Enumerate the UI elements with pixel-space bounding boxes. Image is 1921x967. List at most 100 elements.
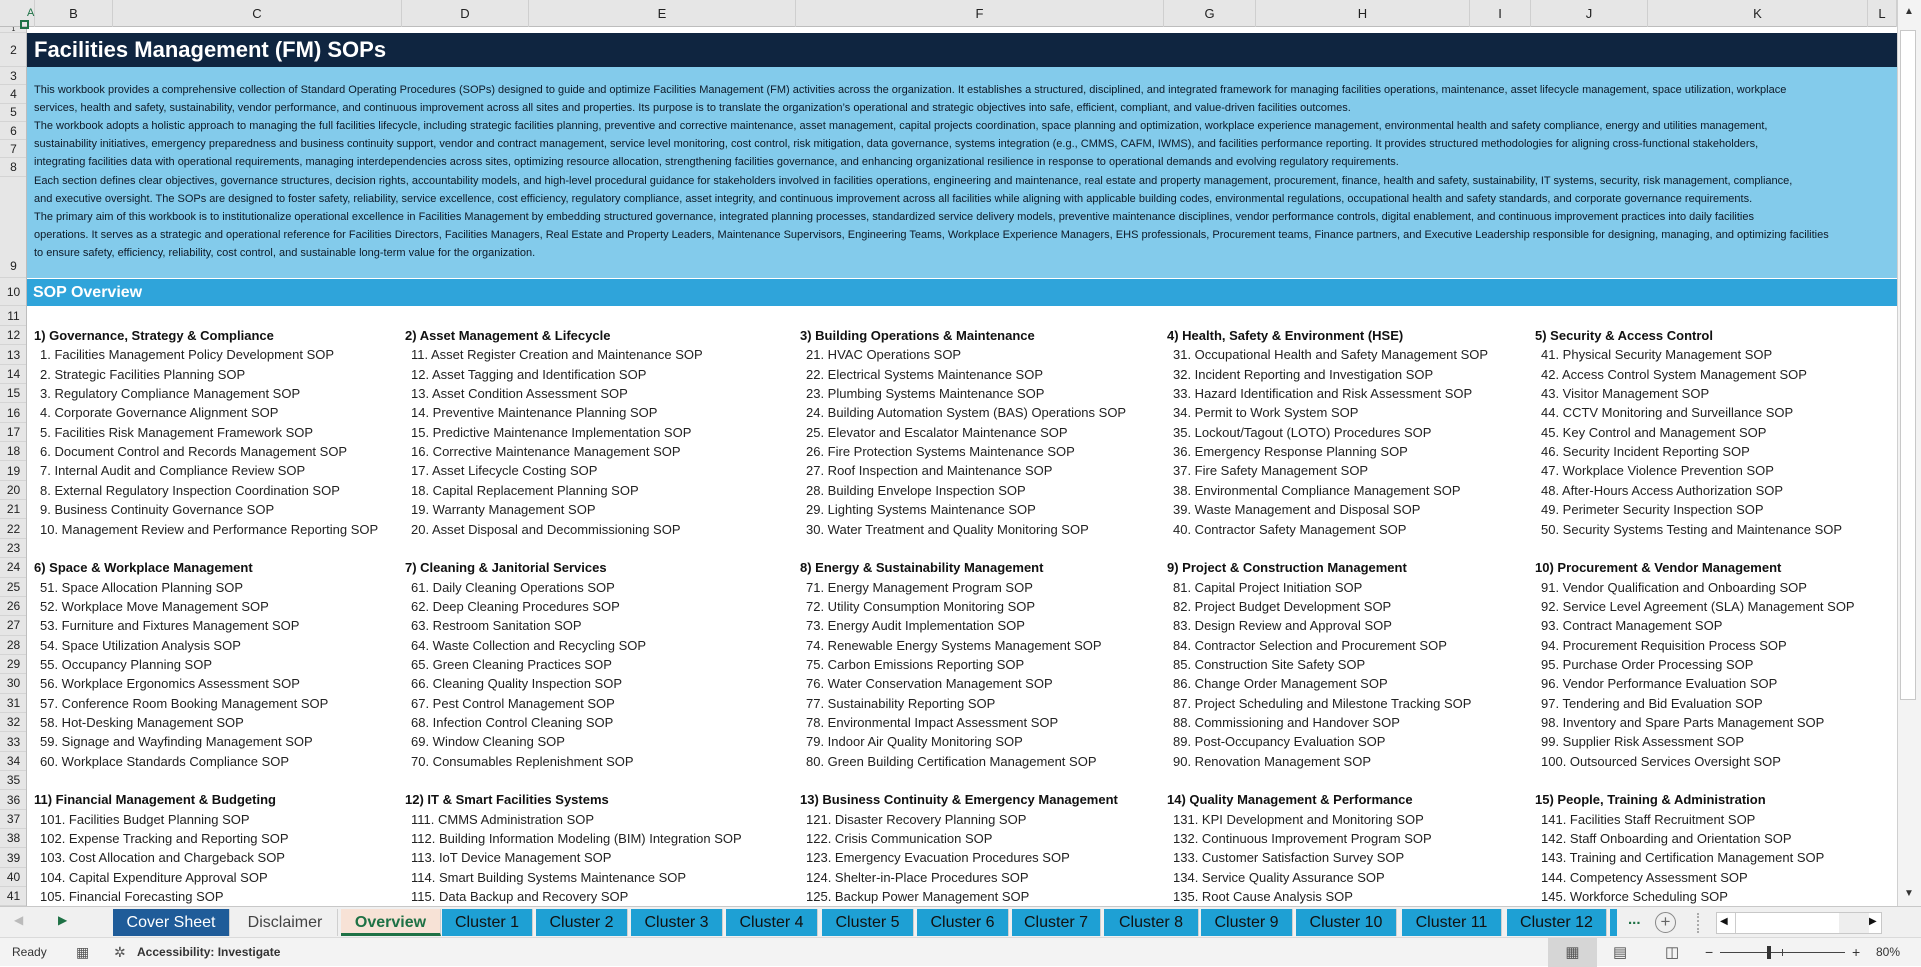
sop-list-item[interactable]: 78. Environmental Impact Assessment SOP bbox=[806, 715, 1059, 730]
sop-list-item[interactable]: 59. Signage and Wayfinding Management SO… bbox=[40, 734, 313, 750]
sop-list-item[interactable]: 77. Sustainability Reporting SOP bbox=[806, 695, 996, 711]
sop-list-item[interactable]: 102. Expense Tracking and Reporting SOP bbox=[40, 831, 289, 847]
row-header-13[interactable]: 13 bbox=[0, 345, 26, 365]
zoom-slider[interactable] bbox=[1720, 946, 1845, 959]
sop-list-item[interactable]: 21. HVAC Operations SOP bbox=[806, 347, 962, 363]
normal-view-icon[interactable]: ▦ bbox=[1548, 938, 1597, 967]
sop-list-item[interactable]: 91. Vendor Qualification and Onboarding … bbox=[1541, 579, 1807, 595]
sop-list-item[interactable]: 87. Project Scheduling and Milestone Tra… bbox=[1173, 695, 1472, 711]
sheet-tab-cluster-3[interactable]: Cluster 3 bbox=[631, 909, 723, 936]
sop-list-item[interactable]: 67. Pest Control Management SOP bbox=[411, 695, 615, 711]
sop-list-item[interactable]: 41. Physical Security Management SOP bbox=[1541, 347, 1773, 363]
row-header-39[interactable]: 39 bbox=[0, 848, 26, 868]
prev-sheet-icon[interactable]: ◀ bbox=[14, 913, 24, 927]
sop-list-item[interactable]: 23. Plumbing Systems Maintenance SOP bbox=[806, 386, 1045, 402]
sop-list-item[interactable]: 121. Disaster Recovery Planning SOP bbox=[806, 811, 1027, 827]
sheet-tab-overview[interactable]: Overview bbox=[341, 909, 441, 936]
sop-list-item[interactable]: 93. Contract Management SOP bbox=[1541, 618, 1723, 634]
column-header-g[interactable]: G bbox=[1164, 0, 1256, 27]
row-header-27[interactable]: 27 bbox=[0, 616, 26, 636]
sop-list-item[interactable]: 36. Emergency Response Planning SOP bbox=[1173, 444, 1408, 460]
sop-list-item[interactable]: 134. Service Quality Assurance SOP bbox=[1173, 869, 1385, 885]
sop-list-item[interactable]: 39. Waste Management and Disposal SOP bbox=[1173, 502, 1421, 518]
sop-list-item[interactable]: 12. Asset Tagging and Identification SOP bbox=[411, 366, 647, 382]
sop-list-item[interactable]: 6. Document Control and Records Manageme… bbox=[40, 444, 348, 460]
sop-list-item[interactable]: 26. Fire Protection Systems Maintenance … bbox=[806, 444, 1075, 460]
sop-list-item[interactable]: 61. Daily Cleaning Operations SOP bbox=[411, 579, 615, 595]
row-header-10[interactable]: 10 bbox=[0, 278, 26, 306]
row-header-31[interactable]: 31 bbox=[0, 694, 26, 713]
accessibility-status[interactable]: Accessibility: Investigate bbox=[137, 945, 281, 959]
sop-list-item[interactable]: 89. Post-Occupancy Evaluation SOP bbox=[1173, 734, 1386, 750]
sop-list-item[interactable]: 19. Warranty Management SOP bbox=[411, 502, 596, 518]
sop-list-item[interactable]: 132. Continuous Improvement Program SOP bbox=[1173, 831, 1432, 847]
zoom-in-button[interactable]: + bbox=[1852, 944, 1861, 960]
sop-list-item[interactable]: 27. Roof Inspection and Maintenance SOP bbox=[806, 463, 1053, 479]
sop-list-item[interactable]: 92. Service Level Agreement (SLA) Manage… bbox=[1541, 598, 1855, 614]
sop-list-item[interactable]: 125. Backup Power Management SOP bbox=[806, 889, 1030, 905]
sop-list-item[interactable]: 65. Green Cleaning Practices SOP bbox=[411, 656, 612, 672]
more-tabs-button[interactable]: ... bbox=[1628, 911, 1641, 928]
row-header-1[interactable]: 1 bbox=[0, 27, 26, 33]
sop-list-item[interactable]: 42. Access Control System Management SOP bbox=[1541, 366, 1807, 382]
sop-list-item[interactable]: 47. Workplace Violence Prevention SOP bbox=[1541, 463, 1774, 479]
sop-list-item[interactable]: 20. Asset Disposal and Decommissioning S… bbox=[411, 521, 681, 537]
sop-list-item[interactable]: 51. Space Allocation Planning SOP bbox=[40, 579, 244, 595]
row-header-28[interactable]: 28 bbox=[0, 636, 26, 655]
sop-list-item[interactable]: 13. Asset Condition Assessment SOP bbox=[411, 386, 628, 402]
sop-list-item[interactable]: 10. Management Review and Performance Re… bbox=[40, 521, 379, 537]
sop-list-item[interactable]: 60. Workplace Standards Compliance SOP bbox=[40, 753, 290, 769]
sop-list-item[interactable]: 32. Incident Reporting and Investigation… bbox=[1173, 366, 1434, 382]
sheet-tab-cluster-8[interactable]: Cluster 8 bbox=[1104, 909, 1199, 936]
sop-list-item[interactable]: 112. Building Information Modeling (BIM)… bbox=[411, 831, 742, 847]
sop-list-item[interactable]: 17. Asset Lifecycle Costing SOP bbox=[411, 463, 598, 479]
column-header-h[interactable]: H bbox=[1256, 0, 1470, 27]
page-layout-view-icon[interactable]: ▤ bbox=[1613, 944, 1628, 961]
sheet-tab-cover-sheet[interactable]: Cover Sheet bbox=[113, 909, 230, 936]
sop-list-item[interactable]: 99. Supplier Risk Assessment SOP bbox=[1541, 734, 1745, 750]
sop-list-item[interactable]: 113. IoT Device Management SOP bbox=[411, 850, 612, 866]
row-header-38[interactable]: 38 bbox=[0, 829, 26, 849]
sop-list-item[interactable]: 5. Facilities Risk Management Framework … bbox=[40, 424, 314, 440]
sop-list-item[interactable]: 115. Data Backup and Recovery SOP bbox=[411, 889, 629, 905]
sheet-tab-cluster-2[interactable]: Cluster 2 bbox=[536, 909, 628, 936]
sop-list-item[interactable]: 83. Design Review and Approval SOP bbox=[1173, 618, 1392, 634]
scroll-down-icon[interactable]: ▼ bbox=[1904, 888, 1914, 899]
sop-list-item[interactable]: 82. Project Budget Development SOP bbox=[1173, 598, 1392, 614]
sop-list-item[interactable]: 141. Facilities Staff Recruitment SOP bbox=[1541, 811, 1756, 827]
sop-list-item[interactable]: 48. After-Hours Access Authorization SOP bbox=[1541, 482, 1784, 498]
sop-list-item[interactable]: 43. Visitor Management SOP bbox=[1541, 386, 1710, 402]
column-header-e[interactable]: E bbox=[529, 0, 796, 27]
sheet-tab-cluster-11[interactable]: Cluster 11 bbox=[1402, 909, 1502, 936]
sop-list-item[interactable]: 97. Tendering and Bid Evaluation SOP bbox=[1541, 695, 1763, 711]
sop-list-item[interactable]: 30. Water Treatment and Quality Monitori… bbox=[806, 521, 1089, 537]
row-header-33[interactable]: 33 bbox=[0, 732, 26, 752]
sop-list-item[interactable]: 62. Deep Cleaning Procedures SOP bbox=[411, 598, 620, 614]
row-header-35[interactable]: 35 bbox=[0, 771, 26, 791]
sop-list-item[interactable]: 70. Consumables Replenishment SOP bbox=[411, 753, 634, 769]
sop-list-item[interactable]: 14. Preventive Maintenance Planning SOP bbox=[411, 405, 658, 421]
column-header-c[interactable]: C bbox=[113, 0, 402, 27]
sop-list-item[interactable]: 80. Green Building Certification Managem… bbox=[806, 753, 1097, 769]
row-header-30[interactable]: 30 bbox=[0, 674, 26, 694]
sop-list-item[interactable]: 96. Vendor Performance Evaluation SOP bbox=[1541, 676, 1778, 692]
sop-list-item[interactable]: 71. Energy Management Program SOP bbox=[806, 579, 1033, 595]
sop-list-item[interactable]: 73. Energy Audit Implementation SOP bbox=[806, 618, 1025, 634]
sop-list-item[interactable]: 16. Corrective Maintenance Management SO… bbox=[411, 444, 681, 460]
row-header-17[interactable]: 17 bbox=[0, 423, 26, 443]
sop-list-item[interactable]: 57. Conference Room Booking Management S… bbox=[40, 695, 329, 711]
row-header-32[interactable]: 32 bbox=[0, 713, 26, 733]
sop-list-item[interactable]: 114. Smart Building Systems Maintenance … bbox=[411, 869, 687, 885]
sheet-tab-cluster-9[interactable]: Cluster 9 bbox=[1201, 909, 1293, 936]
sheet-tab-disclaimer[interactable]: Disclaimer bbox=[233, 909, 338, 936]
sop-list-item[interactable]: 56. Workplace Ergonomics Assessment SOP bbox=[40, 676, 300, 692]
sop-list-item[interactable]: 25. Elevator and Escalator Maintenance S… bbox=[806, 424, 1068, 440]
sop-list-item[interactable]: 124. Shelter-in-Place Procedures SOP bbox=[806, 869, 1029, 885]
row-header-36[interactable]: 36 bbox=[0, 790, 26, 810]
sop-list-item[interactable]: 8. External Regulatory Inspection Coordi… bbox=[40, 482, 340, 498]
macro-recorder-icon[interactable]: ▦ bbox=[76, 944, 90, 960]
sop-list-item[interactable]: 131. KPI Development and Monitoring SOP bbox=[1173, 811, 1424, 827]
sop-list-item[interactable]: 29. Lighting Systems Maintenance SOP bbox=[806, 502, 1036, 518]
sop-list-item[interactable]: 1. Facilities Management Policy Developm… bbox=[40, 347, 335, 363]
row-header-37[interactable]: 37 bbox=[0, 810, 26, 830]
